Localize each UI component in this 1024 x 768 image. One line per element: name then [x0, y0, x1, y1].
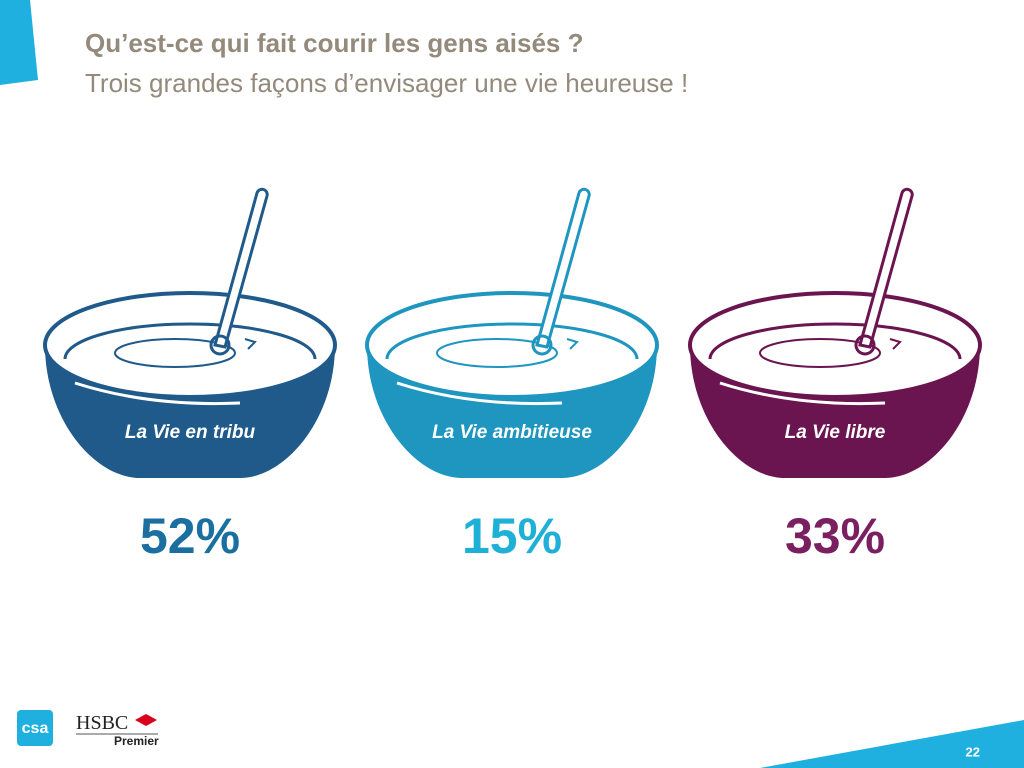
swirl	[436, 338, 558, 368]
spoon-tip	[854, 334, 876, 356]
corner-shape	[0, 0, 38, 85]
brand-hex	[135, 714, 157, 726]
brand-sub: Premier	[114, 734, 159, 748]
soup-line	[63, 322, 317, 360]
bowl-value: 52%	[140, 508, 240, 564]
spoon-tip	[209, 334, 231, 356]
brand: HSBC	[76, 712, 128, 734]
bowl: La Vie libre 33%	[688, 187, 982, 564]
title: Qu’est-ce qui fait courir les gens aisés…	[85, 28, 584, 58]
bowl-value: 33%	[785, 508, 885, 564]
bowl-rim	[688, 291, 982, 399]
bowl-body	[690, 345, 980, 478]
swirl	[114, 338, 236, 368]
bowl-label: La Vie libre	[785, 422, 886, 443]
spoon	[535, 187, 591, 349]
logo-box	[17, 710, 53, 746]
swirl-arrow	[244, 338, 257, 350]
soup-line	[708, 322, 962, 360]
bowl-shine	[719, 381, 886, 406]
bowl-value: 15%	[462, 508, 562, 564]
bowl: La Vie en tribu 52%	[43, 187, 337, 564]
page-number: 22	[966, 744, 980, 759]
soup-line	[385, 322, 639, 360]
bowl: La Vie ambitieuse 15%	[365, 187, 659, 564]
swirl-arrow	[889, 338, 902, 350]
bowl-label: La Vie ambitieuse	[432, 422, 592, 443]
bowl-label: La Vie en tribu	[125, 422, 256, 443]
bowl-rim	[365, 291, 659, 399]
spoon-tip	[531, 334, 553, 356]
spoon	[858, 187, 914, 349]
logo: csa	[22, 720, 49, 737]
subtitle: Trois grandes façons d’envisager une vie…	[85, 68, 688, 98]
bowl-shine	[74, 381, 241, 406]
bowl-body	[45, 345, 335, 478]
bowl-shine	[396, 381, 563, 406]
bowl-rim	[43, 291, 337, 399]
swirl-arrow	[566, 338, 579, 350]
footer-shape	[760, 720, 1024, 768]
spoon	[213, 187, 269, 349]
swirl	[759, 338, 881, 368]
bowl-body	[367, 345, 657, 478]
